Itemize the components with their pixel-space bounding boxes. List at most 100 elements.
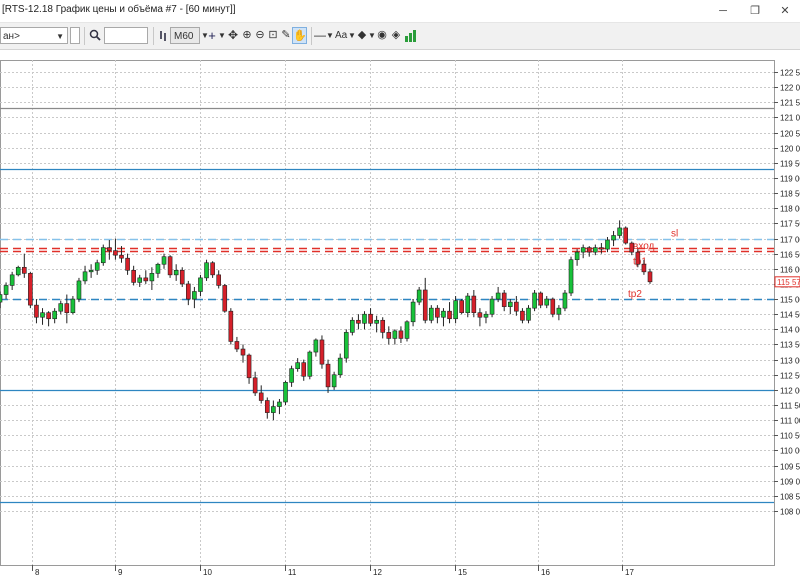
zoom-in-icon[interactable]: ⊕ [242,29,252,41]
candle-body [350,319,355,333]
candle-body [271,406,276,413]
candle-body [319,339,325,365]
candle-body [343,332,349,359]
y-tick-label: 117 000 [780,236,800,245]
candle-body [593,247,598,253]
candle-body [28,273,33,306]
candle-body [216,274,221,286]
candle-body [301,362,307,377]
candle-body [52,310,57,320]
candle-body [155,263,161,274]
restore-button[interactable]: ❐ [750,5,760,17]
candle-body [125,257,130,271]
candle-body [21,266,27,274]
font-button[interactable]: Aa [335,30,348,41]
candle-body [392,330,398,339]
candle-body [143,277,149,282]
x-tick-label: 16 [541,568,550,577]
candle-body [82,271,88,282]
zoom-out-icon[interactable]: ⊖ [255,29,265,41]
period-value: M60 [174,31,194,42]
chevron-down-icon[interactable]: ▼ [218,31,226,40]
x-tick-label: 8 [35,568,40,577]
current-price-label: 115 570 [777,278,800,287]
candle-body [429,307,434,321]
candle-body [240,348,246,356]
candle-body [325,363,331,388]
candle-body [58,303,64,312]
candle-body [629,242,635,253]
period-select[interactable]: M60 [170,27,200,44]
candle-body [64,303,70,313]
y-tick-label: 117 500 [780,220,800,229]
candle-body [70,298,76,313]
candle-body [556,307,562,315]
x-tick-label: 12 [373,568,382,577]
eye-icon[interactable]: ◉ [377,29,387,41]
y-tick-label: 115 000 [780,296,800,305]
candle-body [459,300,464,313]
candle-body [483,313,489,318]
candle-body [507,301,513,307]
x-tick-label: 11 [288,568,297,577]
candle-body [465,295,471,313]
chart-toolbar: ан> ▼ M60 ▼ + ▼ ✥ ⊕ ⊖ ⊡ ✎ ✋ — ▼ Aa ▼ ◆ ▼… [0,23,800,50]
candle-body [0,294,3,303]
level-label-tp2: tp2 [628,289,642,300]
candle-body [447,310,452,320]
candle-body [586,247,592,253]
candles-icon[interactable] [158,27,168,44]
y-tick-label: 116 500 [780,251,800,260]
chevron-down-icon[interactable]: ▼ [201,31,209,40]
candles [0,220,653,421]
instrument-scroll-button[interactable] [70,27,80,44]
y-tick-label: 122 500 [780,69,800,78]
candle-body [283,382,288,403]
y-tick-label: 111 000 [780,417,800,426]
candle-body [9,274,15,286]
candle-body [611,235,616,241]
chart-canvas[interactable]: sl вход tp2 tp1 122 500 122 000 121 500 121 00… [0,60,800,577]
minimize-button[interactable]: ─ [719,5,727,17]
y-tick-label: 113 000 [780,357,800,366]
candle-body [222,285,228,312]
candle-body [489,298,495,315]
candle-body [228,310,234,342]
candle-body [3,285,9,295]
fit-icon[interactable]: ⊡ [268,29,278,41]
candle-body [617,227,622,236]
candle-body [398,330,404,339]
chevron-down-icon[interactable]: ▼ [348,31,356,40]
indicators-icon[interactable] [404,27,418,44]
y-tick-label: 113 500 [780,341,800,350]
y-tick-label: 114 500 [780,311,800,320]
candle-body [107,247,112,251]
line-style-button[interactable]: — [314,28,326,42]
candle-body [113,250,118,256]
candle-body [331,374,337,388]
candle-body [374,319,379,324]
layers-icon[interactable]: ◈ [391,29,401,41]
search-input[interactable] [104,27,148,44]
hand-icon[interactable]: ✋ [292,27,307,44]
candle-body [568,259,574,294]
price-chart[interactable]: sl вход tp2 tp1 122 500 122 000 121 500 121 00… [0,60,800,577]
crosshair-icon[interactable]: + [208,28,216,43]
candle-body [562,292,568,309]
candle-body [532,292,537,309]
fill-icon[interactable]: ◆ [357,29,367,41]
chevron-down-icon[interactable]: ▼ [326,31,334,40]
candle-body [441,310,446,318]
candle-body [258,392,264,401]
close-button[interactable]: ✕ [780,5,790,17]
time-axis: 8 9 10 11 12 15 16 17 [32,565,634,577]
y-tick-label: 109 500 [780,463,800,472]
candle-body [495,292,501,300]
instrument-select[interactable]: ан> ▼ [0,27,68,44]
chevron-down-icon[interactable]: ▼ [368,31,376,40]
candle-body [167,256,173,276]
ruler-icon[interactable]: ✎ [281,29,291,41]
search-icon[interactable] [88,27,102,44]
candle-body [416,289,422,303]
move-icon[interactable]: ✥ [227,28,239,42]
